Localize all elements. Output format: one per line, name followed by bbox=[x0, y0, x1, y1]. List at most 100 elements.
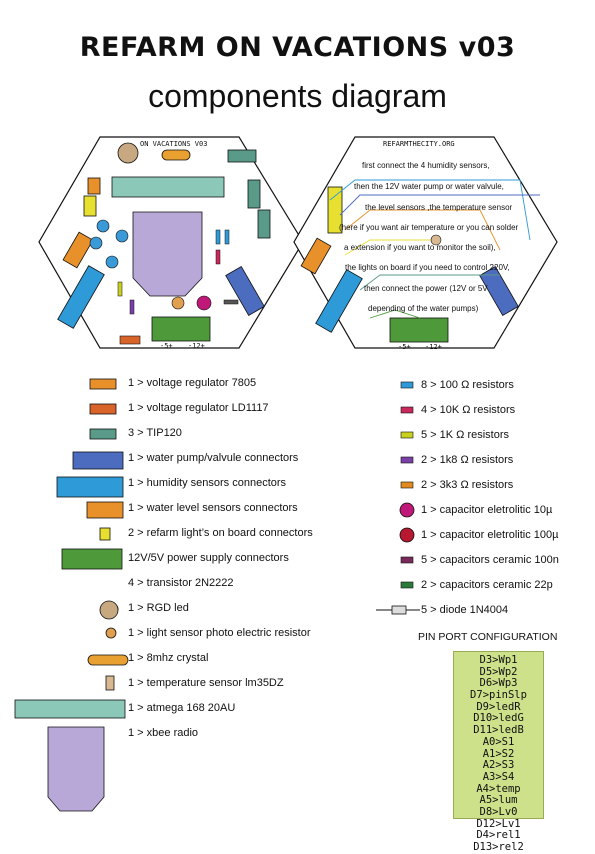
right-legend-icon-9 bbox=[391, 605, 407, 615]
left-legend-item-3: 1 > water pump/valvule connectors bbox=[128, 452, 299, 464]
pin-line-8: A1>S2 bbox=[482, 747, 515, 760]
right-legend-item-6: 1 > capacitor eletrolitic 100µ bbox=[421, 529, 559, 541]
xbee-module bbox=[132, 211, 203, 297]
pin-line-9: A2>S3 bbox=[482, 759, 515, 772]
right-legend-icon-1 bbox=[400, 406, 414, 414]
left-legend-item-5: 1 > water level sensors connectors bbox=[128, 502, 298, 514]
right-legend-item-5: 1 > capacitor eletrolitic 10µ bbox=[421, 504, 553, 516]
left-legend-item-12: 1 > temperature sensor lm35DZ bbox=[128, 677, 284, 689]
pin-line-13: D8>Lv0 bbox=[479, 805, 518, 818]
left-board bbox=[38, 136, 304, 349]
left-legend-icon-5 bbox=[86, 501, 124, 519]
note-8: depending of the water pumps) bbox=[368, 304, 479, 313]
right-legend-item-9: 5 > diode 1N4004 bbox=[421, 604, 509, 616]
left-legend-icon-10 bbox=[105, 627, 117, 639]
left-legend-item-6: 2 > refarm light’s on board connectors bbox=[128, 527, 313, 539]
tip120-3 bbox=[257, 209, 271, 239]
humidity-connector bbox=[57, 265, 105, 329]
pin-config-heading: PIN PORT CONFIGURATION bbox=[418, 631, 558, 643]
right-legend-icon-2 bbox=[400, 431, 414, 439]
left-legend-icon-13 bbox=[14, 699, 126, 719]
right-humidity bbox=[315, 269, 363, 333]
right-legend-icon-8 bbox=[400, 581, 414, 589]
pin-line-10: A3>S4 bbox=[482, 770, 515, 783]
right-legend-item-8: 2 > capacitors ceramic 22p bbox=[421, 579, 553, 591]
note-1: first connect the 4 humidity sensors, bbox=[362, 161, 490, 170]
pin-line-7: A0>S1 bbox=[482, 735, 515, 748]
left-legend-item-9: 1 > RGD led bbox=[128, 602, 189, 614]
right-legend-icon-4 bbox=[400, 481, 414, 489]
right-legend-icons bbox=[376, 381, 420, 615]
right-level bbox=[300, 237, 332, 275]
left-board-bottom-2: -12+ bbox=[188, 342, 205, 350]
left-legend-item-7: 12V/5V power supply connectors bbox=[128, 552, 289, 564]
pin-line-3: D7>pinSlp bbox=[470, 689, 527, 702]
right-legend-icon-7 bbox=[400, 556, 414, 564]
power-connector bbox=[151, 316, 211, 342]
right-board bbox=[293, 136, 558, 349]
left-legend-icon-0 bbox=[89, 378, 117, 390]
pin-line-14: D12>Lv1 bbox=[476, 817, 521, 830]
pin-line-0: D3>Wp1 bbox=[479, 654, 518, 666]
right-legend-icon-3 bbox=[400, 456, 414, 464]
left-legend-icon-1 bbox=[89, 403, 117, 415]
left-legend-item-13: 1 > atmega 168 20AU bbox=[128, 702, 236, 714]
note-3: the level sensors ,the temperature senso… bbox=[365, 203, 513, 212]
note-7: then connect the power (12V or 5V bbox=[364, 284, 488, 293]
left-legend-icon-14 bbox=[47, 726, 105, 812]
left-legend-item-11: 1 > 8mhz crystal bbox=[128, 652, 209, 664]
left-legend-icon-11 bbox=[87, 654, 129, 666]
left-legend-item-2: 3 > TIP120 bbox=[128, 427, 182, 439]
left-legend-item-14: 1 > xbee radio bbox=[128, 727, 199, 739]
left-legend-icon-12 bbox=[105, 675, 115, 691]
vreg-ld1117 bbox=[119, 335, 141, 345]
pin-line-6: D11>ledB bbox=[473, 724, 524, 737]
left-legend-item-0: 1 > voltage regulator 7805 bbox=[128, 377, 257, 389]
level-connector bbox=[62, 231, 94, 269]
left-legend-item-8: 4 > transistor 2N2222 bbox=[128, 577, 234, 589]
right-pump bbox=[479, 266, 519, 316]
left-legend-icon-3 bbox=[72, 451, 124, 470]
page-title: REFARM ON VACATIONS v03 bbox=[79, 32, 516, 63]
note-4: (here if you want air temperature or you… bbox=[339, 223, 519, 232]
right-power bbox=[389, 317, 449, 343]
right-legend-item-1: 4 > 10K Ω resistors bbox=[421, 404, 516, 416]
pin-line-11: A4>temp bbox=[476, 782, 521, 795]
pin-config-box: D3>Wp1 D5>Wp2 D6>Wp3 D7>pinSlp D9>ledR D10>le… bbox=[453, 651, 544, 853]
pin-line-5: D10>ledG bbox=[473, 712, 524, 725]
left-board-bottom-1: -5+ bbox=[160, 342, 173, 350]
pin-line-1: D5>Wp2 bbox=[479, 665, 518, 678]
left-legend-icon-9 bbox=[99, 600, 119, 620]
right-legend-icon-0 bbox=[400, 381, 414, 389]
page-subtitle: components diagram bbox=[148, 78, 447, 114]
pin-line-2: D6>Wp3 bbox=[479, 677, 518, 690]
left-legend-item-10: 1 > light sensor photo electric resistor bbox=[128, 627, 311, 639]
right-board-label: REFARMTHECITY.ORG bbox=[383, 140, 455, 148]
right-legend-item-7: 5 > capacitors ceramic 100n bbox=[421, 554, 559, 566]
note-6: the lights on board if you need to contr… bbox=[345, 263, 510, 272]
tip120-2 bbox=[247, 179, 261, 209]
right-board-bottom-1: -5+ bbox=[398, 343, 411, 351]
rgb-led bbox=[117, 142, 139, 164]
vreg-7805 bbox=[87, 177, 101, 195]
pin-line-16: D13>rel2 bbox=[473, 841, 524, 853]
right-legend-icon-5 bbox=[399, 502, 415, 518]
pin-line-12: A5>lum bbox=[479, 794, 518, 807]
right-legend-item-0: 8 > 100 Ω resistors bbox=[421, 379, 514, 391]
right-legend-item-4: 2 > 3k3 Ω resistors bbox=[421, 479, 514, 491]
tip120 bbox=[227, 149, 257, 163]
left-legend-icon-7 bbox=[61, 548, 123, 570]
atmega-chip bbox=[111, 176, 225, 198]
left-legend-icon-2 bbox=[89, 428, 117, 440]
left-legend-icon-6 bbox=[99, 527, 111, 541]
note-2: then the 12V water pump or water valvule… bbox=[354, 182, 504, 191]
left-board-label: ON VACATIONS V03 bbox=[140, 140, 208, 148]
right-legend-icon-6 bbox=[399, 527, 415, 543]
right-board-bottom-2: -12+ bbox=[425, 343, 442, 351]
pump-connector bbox=[225, 266, 265, 316]
crystal bbox=[161, 149, 191, 161]
left-legend-item-4: 1 > humidity sensors connectors bbox=[128, 477, 287, 489]
pin-line-15: D4>rel1 bbox=[476, 829, 521, 842]
left-legend-item-1: 1 > voltage regulator LD1117 bbox=[128, 402, 269, 414]
